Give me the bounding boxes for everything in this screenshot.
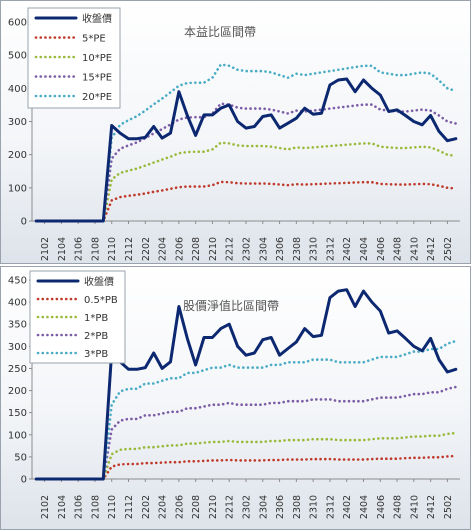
series-line-0 — [34, 77, 458, 223]
x-tick-label: 2406 — [376, 237, 387, 261]
x-tick-label: 2304 — [258, 495, 269, 519]
x-tick-label: 2106 — [74, 237, 85, 261]
legend-label-2: 10*PE — [82, 53, 112, 64]
y-tick-label: 250 — [8, 364, 27, 375]
pb-band-chart: 0 50 100 150 200 250 300 350 400 450 2102 2104 2106 2… — [0, 266, 471, 530]
x-tick-label: 2310 — [309, 237, 320, 261]
y-tick-label: 300 — [8, 117, 27, 128]
pb-band-chart-panel: 0 50 100 150 200 250 300 350 400 450 2102 2104 2106 2… — [0, 266, 471, 530]
y-tick-label: 100 — [8, 183, 27, 194]
x-tick-label: 2312 — [325, 237, 336, 261]
x-tick-label: 2104 — [57, 495, 68, 519]
series-line-2 — [34, 431, 458, 481]
x-tick-label: 2208 — [191, 495, 202, 519]
x-tick-label: 2312 — [325, 495, 336, 519]
legend-box — [29, 270, 126, 364]
x-tick-label: 2108 — [90, 237, 101, 261]
x-tick-label: 2202 — [141, 237, 152, 261]
legend-label-1: 0.5*PB — [84, 295, 118, 306]
x-tick-label: 2108 — [90, 495, 101, 519]
x-tick-label: 2308 — [292, 495, 303, 519]
legend-label-3: 15*PE — [82, 73, 112, 84]
legend-label-4: 20*PE — [82, 92, 112, 103]
x-tick-label: 2208 — [191, 237, 202, 261]
y-tick-label: 400 — [8, 298, 27, 309]
x-tick-label: 2112 — [124, 495, 135, 519]
legend-label-2: 1*PB — [84, 313, 108, 324]
x-tick-label: 2406 — [376, 495, 387, 519]
y-tick-label: 0 — [21, 217, 27, 228]
series-line-0 — [34, 288, 458, 481]
y-tick-label: 100 — [8, 430, 27, 441]
y-tick-label: 150 — [8, 408, 27, 419]
x-tick-label: 2204 — [158, 495, 169, 519]
legend-label-0: 收盤價 — [82, 12, 112, 25]
x-tick-label: 2408 — [393, 237, 404, 261]
y-tick-label: 0 — [21, 475, 27, 486]
x-tick-label: 2402 — [342, 495, 353, 519]
x-tick-label: 2206 — [174, 237, 185, 261]
legend-label-0: 收盤價 — [84, 275, 114, 288]
x-tick-label: 2110 — [107, 495, 118, 519]
x-tick-label: 2306 — [275, 237, 286, 261]
chart-title: 股價淨值比區間帶 — [183, 298, 279, 313]
chart-title: 本益比區間帶 — [184, 25, 256, 39]
x-tick-label: 2210 — [208, 237, 219, 261]
y-tick-label: 600 — [8, 18, 27, 29]
series-line-4 — [34, 339, 458, 481]
x-tick-label: 2412 — [426, 237, 437, 261]
series-line-1 — [34, 180, 458, 223]
x-tick-label: 2212 — [225, 237, 236, 261]
x-tick-label: 2104 — [57, 237, 68, 261]
x-tick-label: 2502 — [443, 495, 454, 519]
x-tick-label: 2402 — [342, 237, 353, 261]
series-line-1 — [34, 454, 458, 481]
x-tick-label: 2404 — [359, 495, 370, 519]
series-line-2 — [34, 141, 458, 223]
y-tick-label: 400 — [8, 84, 27, 95]
x-tick-label: 2112 — [124, 237, 135, 261]
x-tick-label: 2102 — [40, 237, 51, 261]
legend-label-4: 3*PB — [84, 349, 108, 360]
x-tick-label: 2210 — [208, 495, 219, 519]
y-tick-label: 200 — [8, 150, 27, 161]
y-tick-label: 200 — [8, 386, 27, 397]
x-tick-label: 2408 — [393, 495, 404, 519]
x-tick-label: 2110 — [107, 237, 118, 261]
pe-band-chart: 0 100 200 300 400 500 600 2102 2104 2106 2108 2110 2… — [0, 0, 471, 264]
x-tick-label: 2302 — [242, 495, 253, 519]
x-tick-label: 2202 — [141, 495, 152, 519]
x-tick-label: 2410 — [409, 495, 420, 519]
x-tick-label: 2212 — [225, 495, 236, 519]
x-tick-label: 2306 — [275, 495, 286, 519]
legend-label-3: 2*PB — [84, 331, 108, 342]
x-tick-label: 2102 — [40, 495, 51, 519]
x-tick-label: 2502 — [443, 237, 454, 261]
y-tick-label: 350 — [8, 320, 27, 331]
y-tick-label: 50 — [14, 452, 27, 463]
x-tick-label: 2310 — [309, 495, 320, 519]
pe-band-chart-panel: 0 100 200 300 400 500 600 2102 2104 2106 2108 2110 2… — [0, 0, 471, 264]
x-tick-label: 2412 — [426, 495, 437, 519]
x-tick-label: 2410 — [409, 237, 420, 261]
x-tick-label: 2106 — [74, 495, 85, 519]
x-tick-label: 2206 — [174, 495, 185, 519]
legend-label-1: 5*PE — [82, 34, 106, 45]
x-tick-label: 2404 — [359, 237, 370, 261]
x-tick-label: 2308 — [292, 237, 303, 261]
x-tick-label: 2302 — [242, 237, 253, 261]
y-tick-label: 300 — [8, 342, 27, 353]
y-tick-label: 450 — [8, 276, 27, 287]
y-tick-label: 500 — [8, 51, 27, 62]
x-tick-label: 2304 — [258, 237, 269, 261]
x-tick-label: 2204 — [158, 237, 169, 261]
